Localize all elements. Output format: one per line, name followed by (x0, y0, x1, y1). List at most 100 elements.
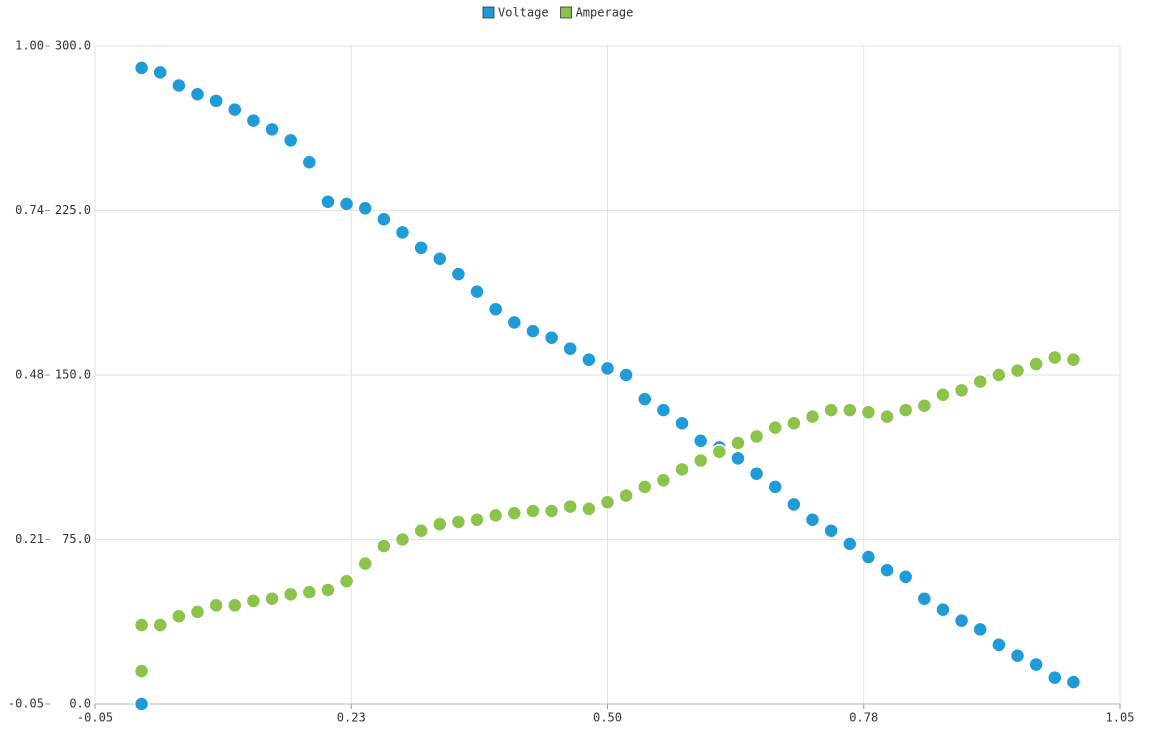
data-point (692, 433, 709, 449)
data-point (133, 60, 150, 76)
data-point (301, 584, 318, 600)
data-point (935, 601, 951, 618)
data-point (1047, 669, 1063, 686)
data-point (171, 608, 187, 625)
data-point (786, 496, 802, 513)
data-point (245, 593, 262, 609)
data-point (618, 487, 634, 504)
y-tick-label: 0.74 (15, 203, 44, 217)
y-tick-label: 0.21 (15, 532, 44, 546)
data-point (1065, 351, 1082, 368)
data-point (432, 516, 448, 532)
y-tick-label: 0.48 (15, 368, 44, 382)
data-point (1028, 656, 1044, 673)
data-point (525, 503, 541, 519)
data-point (487, 507, 504, 524)
data-point (543, 503, 560, 519)
data-point (674, 461, 690, 478)
data-point (991, 637, 1007, 653)
legend-swatch (482, 6, 495, 19)
x-tick-label: 0.78 (849, 711, 878, 725)
data-point (879, 562, 895, 578)
data-point (469, 283, 485, 300)
data-point (618, 367, 634, 383)
data-point (394, 531, 411, 548)
data-point (953, 382, 970, 399)
data-point (189, 86, 206, 103)
data-point (133, 663, 150, 679)
data-point (487, 301, 504, 317)
x-tick-label: 1.05 (1106, 711, 1135, 725)
data-point (562, 498, 578, 515)
y2-tick-label: 150.0 (55, 368, 91, 382)
data-point (469, 512, 485, 528)
data-point (1028, 356, 1044, 372)
data-point (599, 494, 616, 510)
data-point (506, 505, 523, 521)
legend-label: Voltage (498, 6, 549, 20)
data-point (842, 536, 858, 552)
data-point (208, 597, 224, 614)
data-point (152, 64, 168, 81)
data-point (450, 266, 467, 282)
x-tick-label: 0.23 (337, 711, 366, 725)
data-point (674, 415, 690, 432)
data-point (581, 501, 597, 517)
data-point (376, 211, 392, 228)
data-point (842, 402, 858, 418)
data-point (897, 569, 914, 585)
data-point (804, 408, 821, 425)
x-tick-label: -0.05 (77, 711, 113, 725)
data-point (227, 101, 243, 118)
data-point (637, 391, 653, 407)
data-point (320, 193, 336, 210)
data-point (394, 224, 411, 241)
y2-tick-label: 300.0 (55, 39, 91, 53)
data-point (711, 444, 728, 460)
data-point (767, 479, 783, 495)
data-point (413, 240, 429, 256)
data-point (227, 597, 243, 614)
data-point (320, 582, 336, 598)
data-point (581, 351, 597, 368)
data-point (655, 402, 672, 418)
data-point (823, 402, 839, 418)
data-point (655, 472, 672, 489)
data-point (916, 590, 933, 607)
data-point (748, 465, 765, 482)
data-point (991, 367, 1007, 383)
data-point (730, 435, 746, 451)
y-tick-label: 1.00 (15, 39, 44, 53)
data-point (748, 428, 765, 445)
data-point (935, 386, 951, 403)
data-point (413, 522, 429, 539)
data-point (1009, 647, 1026, 664)
data-point (133, 617, 150, 633)
data-point (264, 590, 280, 607)
x-tick-label: 0.50 (593, 711, 622, 725)
data-point (767, 419, 783, 436)
y-tick-label: -0.05 (8, 697, 44, 711)
data-point (301, 154, 318, 170)
data-point (189, 604, 206, 620)
y2-tick-label: 225.0 (55, 203, 91, 217)
data-point (432, 251, 448, 267)
data-point (357, 555, 373, 572)
legend-label: Amperage (576, 6, 634, 20)
data-point (264, 121, 280, 138)
data-point (357, 200, 373, 217)
data-point (282, 586, 299, 603)
data-point (1009, 362, 1026, 379)
data-point (692, 452, 709, 469)
data-point (543, 329, 560, 346)
data-point (525, 323, 541, 339)
data-point (562, 340, 578, 357)
data-point (1047, 349, 1063, 366)
data-point (282, 132, 299, 149)
data-point (916, 397, 933, 414)
data-point (823, 522, 839, 539)
data-point (599, 360, 616, 377)
data-point (972, 373, 988, 390)
data-point (1065, 674, 1082, 690)
